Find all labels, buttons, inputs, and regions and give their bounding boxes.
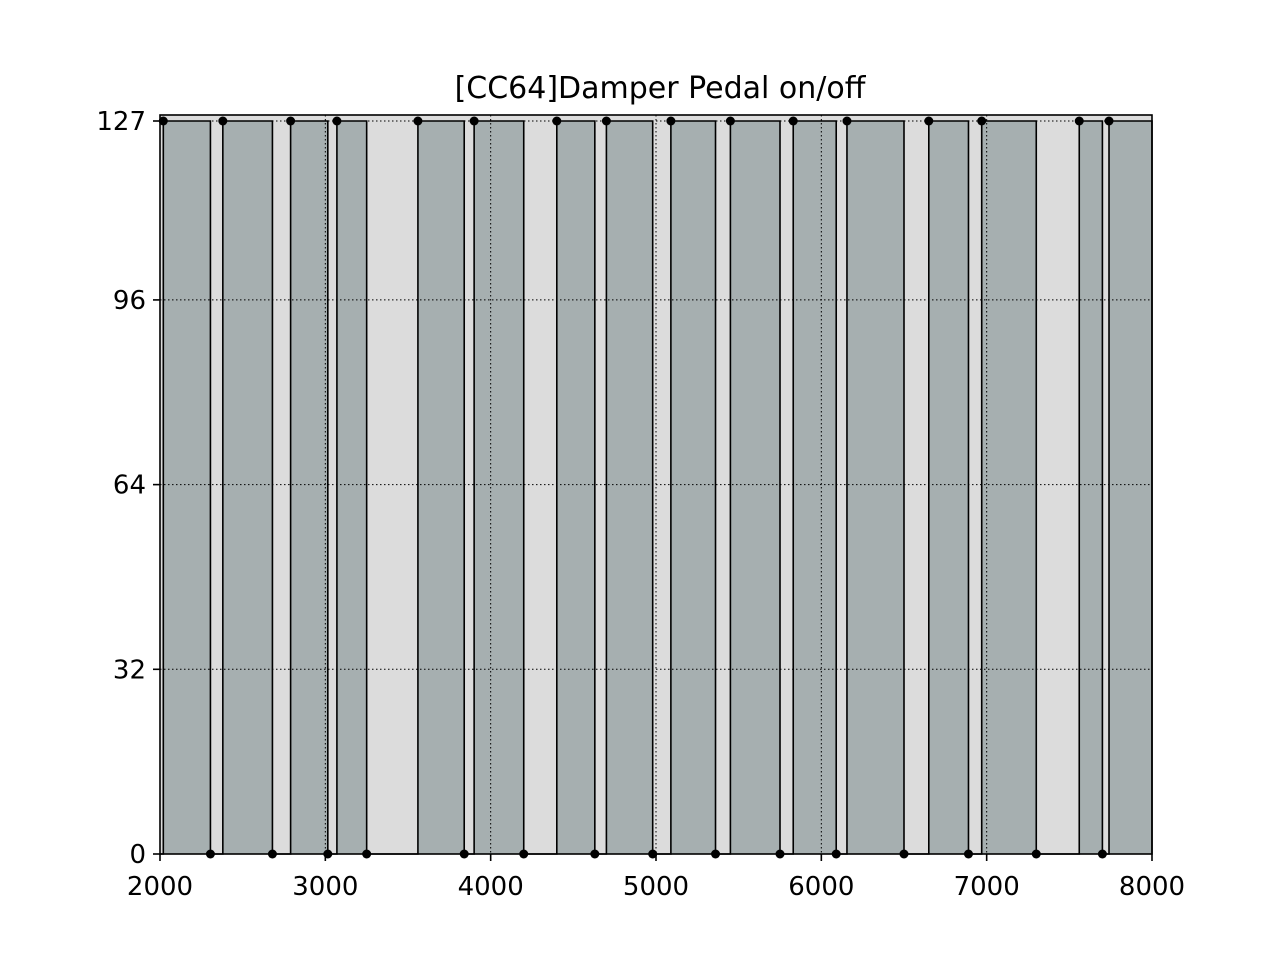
x-tick-label: 2000 [127,872,193,902]
pedal-down-region-16 [1109,121,1152,854]
pedal-down-region-7 [556,121,595,854]
pedal-down-region-5 [417,121,465,854]
pedal-down-region-3 [290,121,328,854]
y-axis-ticks: 0 32 64 96 127 [96,107,160,870]
pedal-down-region-8 [606,121,653,854]
event-point-29 [1074,116,1084,126]
pedal-down-region-2 [222,121,273,854]
y-tick-label: 127 [96,107,146,137]
event-markers [158,116,1114,859]
x-tick-label: 5000 [623,872,689,902]
x-tick-label: 3000 [292,872,358,902]
event-point-27 [977,116,987,126]
pedal-down-region-13 [928,121,969,854]
pedal-down-region-1 [163,121,211,854]
pedal-down-region-10 [730,121,780,854]
x-tick-label: 6000 [788,872,854,902]
pedal-down-region-12 [846,121,904,854]
event-point-23 [842,116,852,126]
event-point-15 [601,116,611,126]
pedal-down-region-15 [1079,121,1103,854]
y-tick-label: 32 [113,655,146,685]
x-axis-ticks: 2000 3000 4000 5000 6000 7000 8000 [127,854,1185,902]
x-tick-label: 4000 [458,872,524,902]
chart-title: [CC64]Damper Pedal on/off [455,71,867,106]
event-point-5 [286,116,296,126]
y-tick-label: 0 [129,840,146,870]
pedal-down-region-9 [670,121,716,854]
event-point-11 [469,116,479,126]
event-point-31 [1104,116,1114,126]
x-tick-label: 8000 [1119,872,1185,902]
event-point-7 [332,116,342,126]
pedal-down-region-6 [474,121,524,854]
event-point-21 [788,116,798,126]
y-tick-label: 96 [113,286,146,316]
pedal-down-region-4 [336,121,367,854]
event-point-13 [552,116,562,126]
event-point-17 [666,116,676,126]
event-point-19 [725,116,735,126]
pedal-down-region-14 [981,121,1037,854]
pedal-down-regions [163,121,1152,854]
event-point-1 [158,116,168,126]
y-tick-label: 64 [113,471,146,501]
event-point-3 [218,116,228,126]
x-tick-label: 7000 [954,872,1020,902]
event-point-9 [413,116,423,126]
event-point-25 [924,116,934,126]
pedal-down-region-11 [793,121,837,854]
